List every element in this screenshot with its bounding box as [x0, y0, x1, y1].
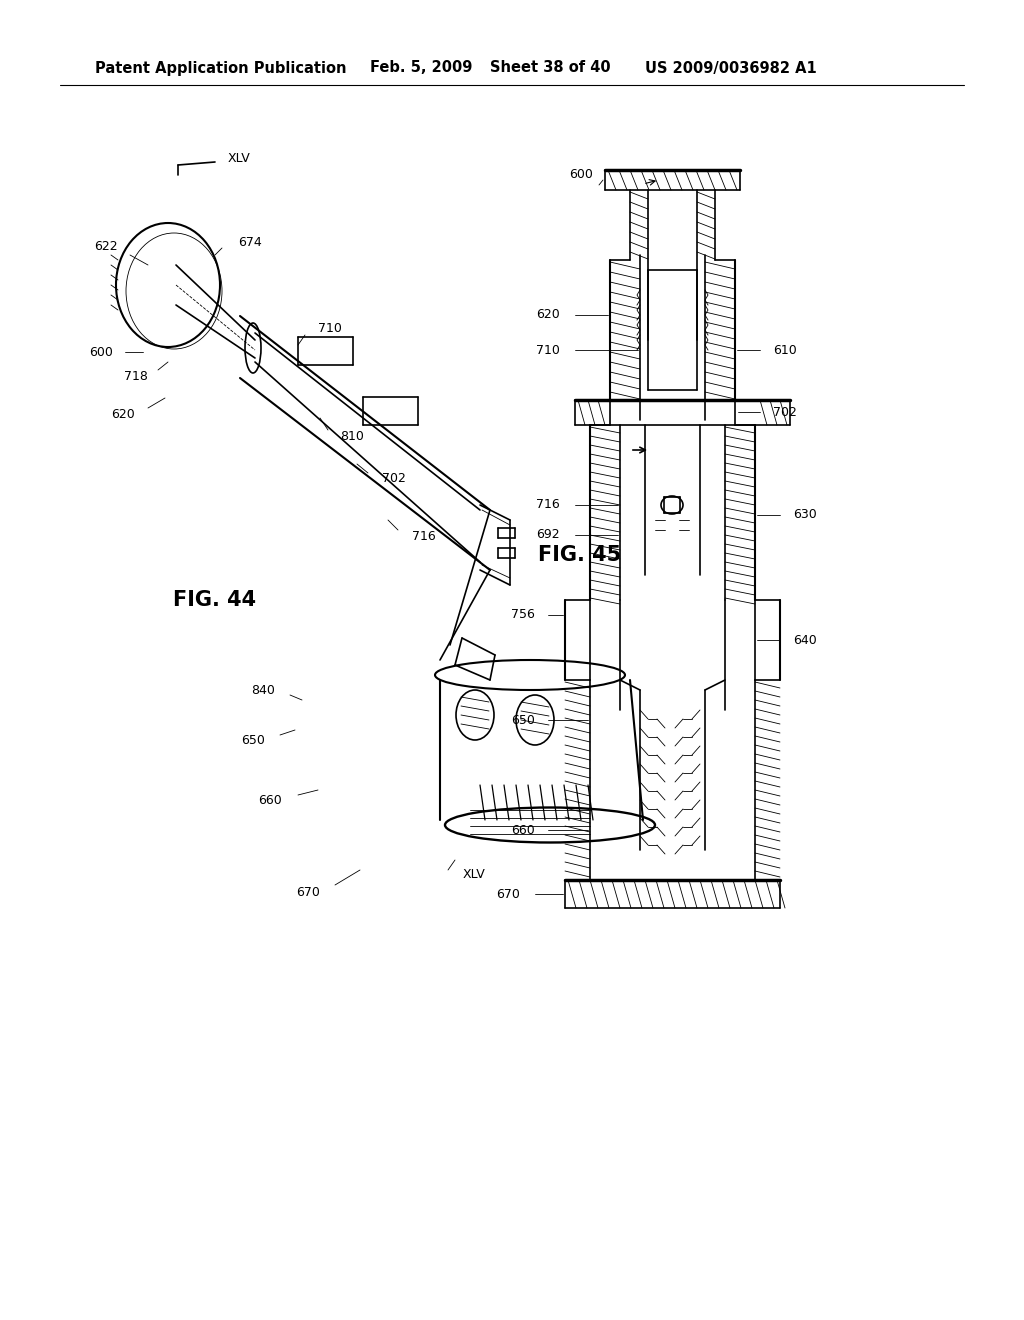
Text: 622: 622: [94, 240, 118, 253]
Text: 660: 660: [258, 793, 282, 807]
Text: 692: 692: [537, 528, 560, 541]
Text: 674: 674: [238, 235, 262, 248]
Text: 840: 840: [251, 684, 275, 697]
Text: XLV: XLV: [463, 869, 485, 882]
Text: Sheet 38 of 40: Sheet 38 of 40: [490, 61, 610, 75]
Ellipse shape: [445, 808, 655, 842]
Text: 702: 702: [773, 405, 797, 418]
Text: 716: 716: [537, 499, 560, 511]
Text: 718: 718: [124, 371, 148, 384]
Text: FIG. 45: FIG. 45: [538, 545, 622, 565]
Text: US 2009/0036982 A1: US 2009/0036982 A1: [645, 61, 817, 75]
Text: 670: 670: [296, 886, 319, 899]
Text: 630: 630: [793, 508, 817, 521]
Text: 640: 640: [793, 634, 817, 647]
Text: 650: 650: [511, 714, 535, 726]
Text: XLV: XLV: [228, 152, 251, 165]
Text: 600: 600: [89, 346, 113, 359]
Text: 710: 710: [318, 322, 342, 334]
Text: 650: 650: [241, 734, 265, 747]
Text: 610: 610: [773, 343, 797, 356]
Text: 600: 600: [569, 169, 593, 181]
Text: 702: 702: [382, 471, 406, 484]
Text: 810: 810: [340, 429, 364, 442]
Text: 620: 620: [537, 309, 560, 322]
Text: 620: 620: [112, 408, 135, 421]
Text: 756: 756: [511, 609, 535, 622]
Text: 716: 716: [412, 529, 436, 543]
Text: 670: 670: [496, 887, 520, 900]
Text: Patent Application Publication: Patent Application Publication: [95, 61, 346, 75]
Text: 710: 710: [537, 343, 560, 356]
Text: FIG. 44: FIG. 44: [173, 590, 257, 610]
Text: Feb. 5, 2009: Feb. 5, 2009: [370, 61, 472, 75]
Text: 660: 660: [511, 824, 535, 837]
